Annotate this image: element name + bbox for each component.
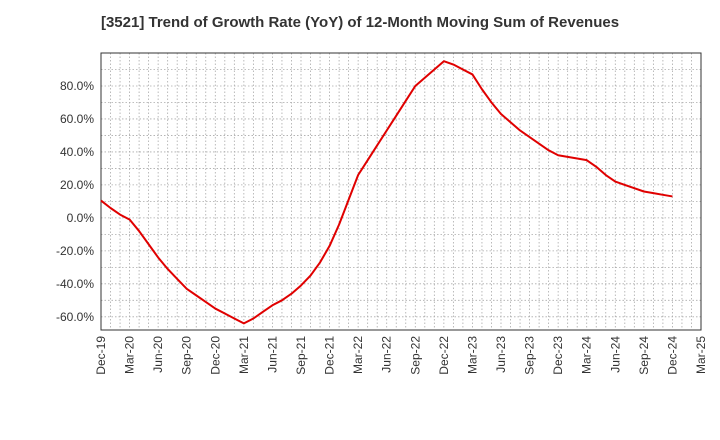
x-tick-label: Mar-24 [580, 336, 594, 374]
plot-border [100, 52, 702, 331]
x-tick-label: Mar-25 [694, 336, 708, 374]
x-tick-label: Jun-20 [151, 336, 165, 373]
x-tick-label: Mar-20 [123, 336, 137, 374]
x-tick-label: Sep-20 [180, 336, 194, 375]
x-tick-label: Dec-23 [551, 336, 565, 375]
y-tick-label: 0.0% [67, 211, 95, 225]
x-tick-label: Jun-21 [265, 336, 279, 373]
x-tick-label: Sep-22 [408, 336, 422, 375]
x-tick-label: Mar-21 [237, 336, 251, 374]
plot-area [101, 53, 701, 330]
y-tick-label: 40.0% [60, 145, 94, 159]
x-tick-label: Dec-20 [208, 336, 222, 375]
x-tick-label: Dec-21 [323, 336, 337, 375]
y-tick-label: 20.0% [60, 178, 94, 192]
series-line [100, 60, 673, 325]
x-tick-label: Dec-22 [437, 336, 451, 375]
y-tick-label: -60.0% [56, 310, 94, 324]
x-tick-label: Dec-24 [665, 336, 679, 375]
x-tick-label: Sep-21 [294, 336, 308, 375]
x-tick-label: Mar-22 [351, 336, 365, 374]
x-tick-label: Sep-24 [637, 336, 651, 375]
x-tick-label: Dec-19 [94, 336, 108, 375]
y-tick-label: 60.0% [60, 112, 94, 126]
x-tick-label: Sep-23 [523, 336, 537, 375]
y-tick-label: 80.0% [60, 79, 94, 93]
x-tick-label: Jun-23 [494, 336, 508, 373]
x-tick-label: Jun-22 [380, 336, 394, 373]
x-tick-label: Mar-23 [465, 336, 479, 374]
chart-title: [3521] Trend of Growth Rate (YoY) of 12-… [100, 14, 620, 31]
x-tick-label: Jun-24 [608, 336, 622, 373]
y-tick-label: -40.0% [56, 277, 94, 291]
y-tick-label: -20.0% [56, 244, 94, 258]
